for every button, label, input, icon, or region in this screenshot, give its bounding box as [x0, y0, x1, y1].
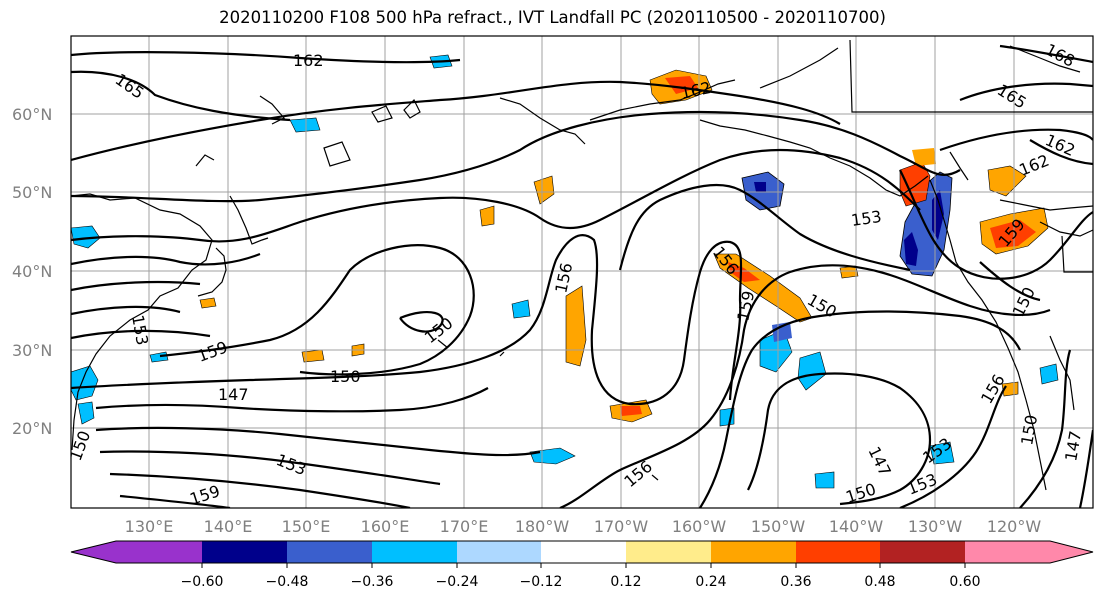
latitude-labels: 60°N 50°N 40°N 30°N 20°N — [12, 105, 52, 438]
lon-label: 180°W — [515, 517, 570, 536]
lat-label: 40°N — [12, 262, 52, 281]
colorbar-tick-label: −0.60 — [181, 574, 224, 590]
colorbar-segment — [287, 541, 372, 563]
lat-label: 30°N — [12, 341, 52, 360]
lon-label: 140°E — [204, 517, 253, 536]
lon-label: 170°E — [440, 517, 489, 536]
lon-label: 140°W — [829, 517, 884, 536]
colorbar-segment — [965, 541, 1093, 563]
colorbar-segment — [711, 541, 796, 563]
colorbar-tick-label: −0.24 — [436, 574, 479, 590]
lon-label: 170°W — [594, 517, 649, 536]
colorbar-tick-label: 0.60 — [949, 574, 980, 590]
colorbar-segment — [880, 541, 965, 563]
colorbar-segment — [626, 541, 711, 563]
colorbar-tick-label: −0.12 — [520, 574, 563, 590]
colorbar-tick-label: 0.12 — [610, 574, 641, 590]
colorbar-tick-label: 0.48 — [864, 574, 895, 590]
colorbar-segment — [202, 541, 287, 563]
colorbar-segment — [372, 541, 457, 563]
longitude-labels: 130°E 140°E 150°E 160°E 170°E 180°W 170°… — [125, 517, 1042, 536]
colorbar-tick-label: −0.36 — [351, 574, 394, 590]
contour-label: 147 — [218, 385, 249, 404]
lon-label: 130°E — [125, 517, 174, 536]
colorbar-segment — [457, 541, 541, 563]
colorbar: −0.60 −0.48 −0.36 −0.24 −0.12 0.12 0.24 … — [70, 540, 1094, 590]
lon-label: 120°W — [987, 517, 1042, 536]
lon-label: 160°W — [672, 517, 727, 536]
refractivity-contours — [71, 44, 1093, 508]
contour-label: 162 — [293, 51, 324, 70]
colorbar-segment — [796, 541, 880, 563]
lon-label: 130°W — [908, 517, 963, 536]
lat-label: 50°N — [12, 183, 52, 202]
colorbar-tick-label: −0.48 — [266, 574, 309, 590]
map-panel: 162 165 162 165 168 162 162 153 159 156 … — [70, 35, 1094, 509]
lon-label: 150°W — [751, 517, 806, 536]
colorbar-tick-label: 0.24 — [695, 574, 726, 590]
contour-label: 150 — [330, 367, 361, 386]
colorbar-segment — [71, 541, 202, 563]
lat-label: 20°N — [12, 419, 52, 438]
colorbar-segment — [541, 541, 626, 563]
map-title: 2020110200 F108 500 hPa refract., IVT La… — [219, 8, 886, 27]
contour-label: 153 — [850, 207, 883, 230]
ivt-pc-shading — [71, 54, 1059, 489]
colorbar-tick-label: 0.36 — [780, 574, 811, 590]
lat-label: 60°N — [12, 105, 52, 124]
lon-label: 150°E — [282, 517, 331, 536]
coastlines — [71, 39, 1093, 491]
lon-label: 160°E — [361, 517, 410, 536]
